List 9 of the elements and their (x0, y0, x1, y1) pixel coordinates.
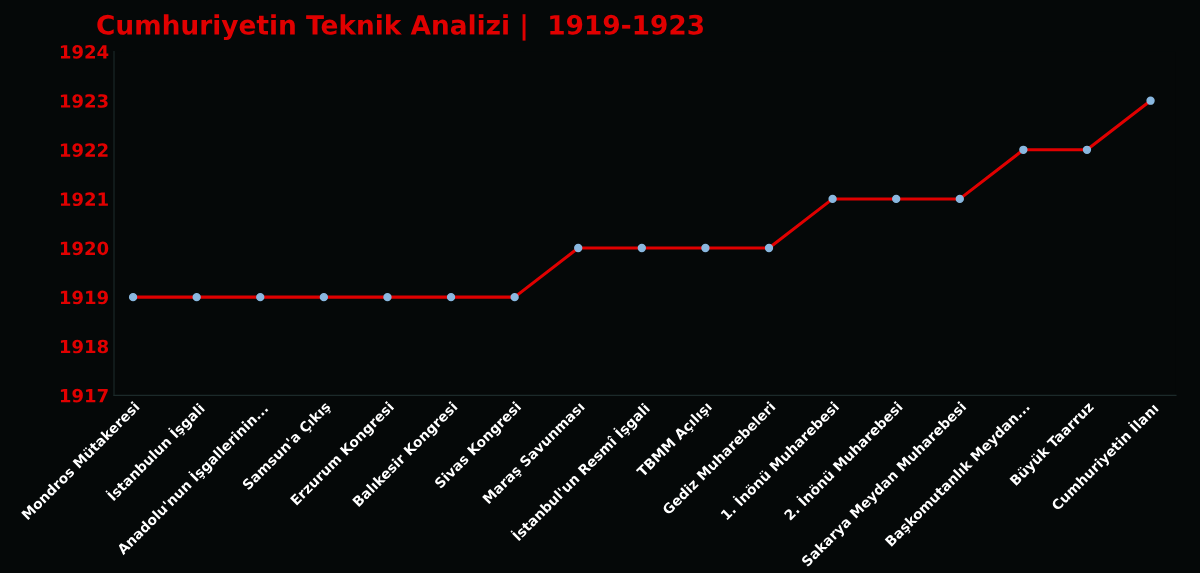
y-tick-label: 1921 (60, 192, 108, 207)
y-tick-label: 1922 (60, 143, 108, 157)
y-tick-label: 1917 (60, 388, 108, 403)
y-tick-label: 1924 (60, 45, 109, 59)
y-tick-label: 1923 (60, 94, 108, 108)
chart-title: Cumhuriyetin Teknik Analizi | 1919-1923 (97, 14, 703, 41)
y-tick-label: 1919 (60, 290, 108, 305)
y-tick-label: 1920 (60, 241, 109, 256)
y-tick-label: 1918 (60, 339, 109, 354)
